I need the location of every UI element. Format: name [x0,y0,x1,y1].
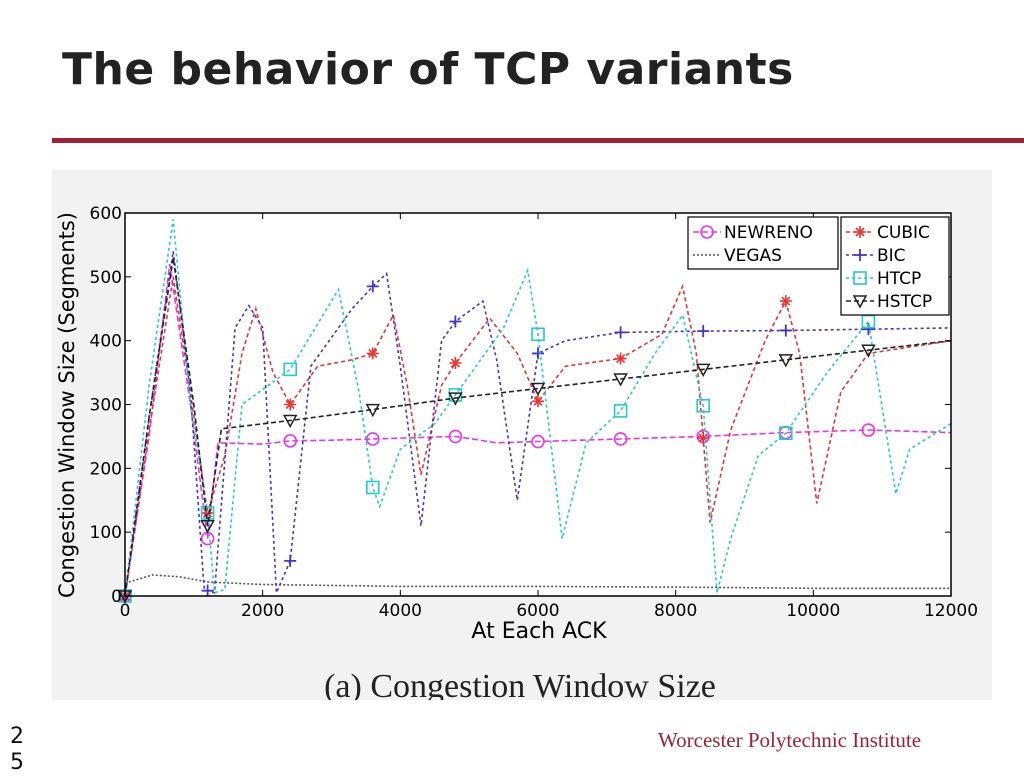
legend-box-1: NEWRENO VEGAS [687,216,839,270]
y-axis-label: Congestion Window Size (Segments) [55,212,79,598]
point-htcp [283,362,297,377]
x-tick-label: 6000 [516,601,559,621]
legend-box-2: CUBIC BIC HTCP HSTCP [840,216,950,316]
point-newreno [613,432,628,446]
point-htcp [531,327,545,342]
series-line-vegas [124,574,951,590]
legend-item-htcp: HTCP [846,269,921,289]
legend-frame [687,216,839,270]
point-htcp [200,506,215,520]
series-bic [119,251,952,602]
point-newreno [861,423,876,437]
y-tick-label: 400 [90,332,122,352]
legend-label-cubic: CUBIC [877,223,930,243]
legend-marker-newreno [700,225,714,239]
y-tick-label: 600 [90,204,122,224]
x-axis-label: At Each ACK [471,619,607,644]
y-tick-label: 200 [90,459,122,479]
point-newreno [283,434,297,448]
point-cubic [284,398,297,411]
point-htcp [448,388,463,402]
title-divider [52,138,1024,143]
point-cubic [532,395,544,408]
point-hstcp [695,363,711,377]
series-layer [117,219,952,604]
series-htcp [118,219,952,603]
y-tick-label: 500 [90,268,122,288]
slide-title: The behavior of TCP variants [62,44,794,95]
point-htcp [778,426,793,441]
x-tick-label: 4000 [379,601,422,621]
x-tick-label: 10000 [786,601,840,621]
point-newreno [448,429,463,444]
series-line-htcp [124,219,952,597]
point-hstcp [282,414,298,429]
y-tick-label: 100 [90,523,122,543]
point-hstcp [530,382,546,397]
legend-marker-bic [854,249,866,261]
point-bic [532,347,544,360]
legend: NEWRENO VEGAS CUBIC BIC HTCP HSTCP [687,216,950,316]
legend-item-cubic: CUBIC [846,223,930,243]
point-hstcp [365,403,381,418]
legend-label-htcp: HTCP [877,269,921,289]
congestion-window-chart: 0 2000 4000 6000 8000 10000 12000 0 100 200 300 400… [52,170,992,700]
legend-label-hstcp: HSTCP [877,292,932,312]
legend-item-hstcp: HSTCP [846,292,932,312]
legend-marker-htcp [853,271,867,285]
page-number: 25 [10,724,24,775]
series-vegas [124,574,951,590]
point-htcp [365,480,380,495]
point-hstcp [613,373,628,387]
institution-footer: Worcester Polytechnic Institute [658,728,922,752]
x-tick-label: 0 [120,601,131,621]
series-line-cubic [124,276,952,597]
x-tick-label: 2000 [241,601,284,621]
point-cubic [449,357,462,370]
point-newreno [365,432,380,446]
point-bic [779,324,792,337]
point-bic [614,326,627,339]
ticks-layer: 0 2000 4000 6000 8000 10000 12000 0 100 200 300 400… [90,204,979,621]
legend-item-vegas: VEGAS [693,246,782,266]
y-tick-label: 300 [90,396,122,416]
series-line-bic [124,251,952,597]
point-bic [449,315,462,328]
chart-caption: (a) Congestion Window Size [324,668,716,700]
point-hstcp [448,392,463,406]
point-hstcp [200,520,215,534]
x-tick-label: 12000 [924,601,978,621]
point-cubic [201,507,214,520]
x-tick-label: 8000 [654,601,697,621]
legend-label-vegas: VEGAS [724,246,782,266]
legend-item-bic: BIC [846,246,906,266]
point-bic [366,280,379,293]
point-bic [201,584,214,597]
point-bic [697,325,710,338]
y-tick-label: 0 [111,587,122,607]
point-cubic [779,295,792,308]
point-htcp [613,404,628,418]
point-cubic [614,352,627,365]
point-hstcp [778,354,794,368]
legend-marker-hstcp [852,295,868,309]
point-cubic [697,432,710,445]
point-htcp [696,398,711,413]
series-line-hstcp [124,257,952,597]
point-newreno [531,434,545,449]
point-bic [284,554,297,567]
point-cubic [366,347,379,360]
legend-label-bic: BIC [877,246,906,266]
legend-item-newreno: NEWRENO [693,223,813,243]
legend-label-newreno: NEWRENO [724,223,813,243]
legend-marker-cubic [854,226,866,238]
point-hstcp [861,344,876,358]
